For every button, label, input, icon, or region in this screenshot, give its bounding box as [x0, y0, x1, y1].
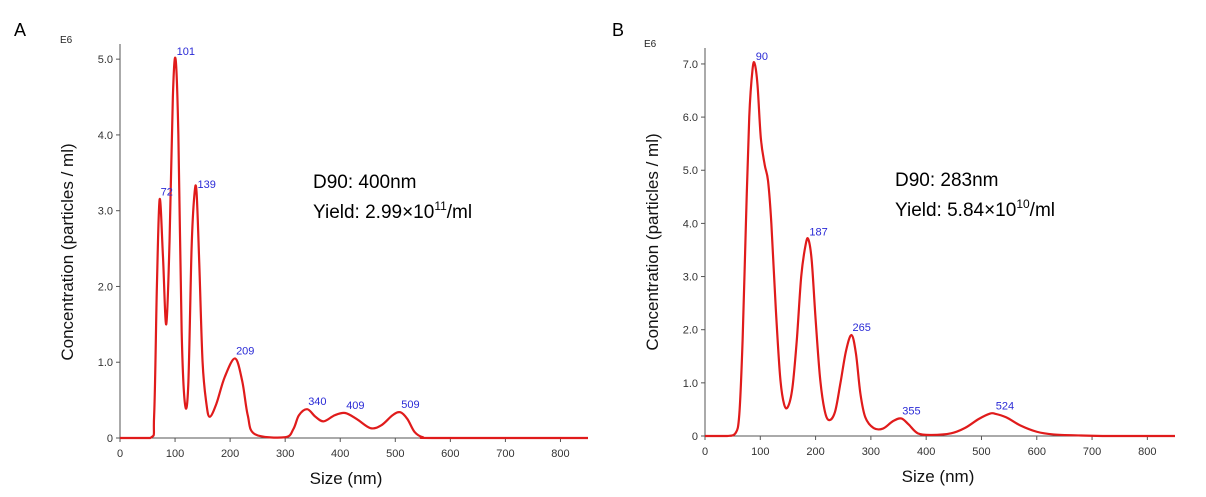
plot-marks: 72 101 139 209 340 409 509: [119, 46, 588, 440]
x-tick-label: 0: [117, 448, 123, 460]
y-tick-label: 0: [107, 433, 113, 445]
panel-b: B E6 Concentration (particles / ml) Size…: [612, 20, 1175, 486]
y-tick-label: 3.0: [683, 272, 698, 284]
axes: 0 1.0 2.0 3.0 4.0 5.0 0 100 200 300 400 500 600 700 80…: [98, 44, 588, 460]
x-tick-label: 300: [862, 446, 880, 458]
peak-label: 524: [996, 401, 1014, 413]
series-line: [119, 56, 588, 440]
x-tick-label: 0: [702, 446, 708, 458]
panel-a: A E6 Concentration (particles / ml) Size…: [14, 20, 588, 488]
peak-label: 90: [756, 51, 768, 63]
peak-label: 101: [177, 46, 195, 58]
y-tick-label: 7.0: [683, 59, 698, 71]
x-tick-label: 500: [972, 446, 990, 458]
x-tick-label: 600: [1028, 446, 1046, 458]
x-tick-label: 300: [276, 448, 294, 460]
panel-letter: B: [612, 20, 624, 40]
y-tick-label: 1.0: [683, 378, 698, 390]
y-scale-label: E6: [644, 39, 657, 50]
x-axis-label: Size (nm): [310, 469, 383, 488]
x-tick-label: 100: [166, 448, 184, 460]
yield-annotation: Yield: 2.99×1011/ml: [313, 199, 472, 223]
x-tick-label: 400: [917, 446, 935, 458]
yield-exponent: 10: [1016, 197, 1030, 211]
peak-label: 355: [902, 405, 920, 417]
peak-label: 187: [809, 226, 827, 238]
x-tick-label: 500: [386, 448, 404, 460]
yield-annotation: Yield: 5.84×1010/ml: [895, 197, 1055, 221]
yield-exponent: 11: [434, 199, 447, 213]
yield-suffix: /ml: [447, 202, 472, 223]
series-line: [705, 61, 1175, 438]
panel-letter: A: [14, 20, 26, 40]
y-tick-label: 0: [692, 431, 698, 443]
x-tick-label: 700: [1083, 446, 1101, 458]
y-tick-label: 5.0: [683, 165, 698, 177]
x-tick-label: 800: [1138, 446, 1156, 458]
x-tick-label: 800: [551, 448, 569, 460]
peak-label: 340: [308, 396, 326, 408]
y-tick-label: 5.0: [98, 54, 113, 66]
y-tick-label: 4.0: [683, 218, 698, 230]
y-axis-label: Concentration (particles / ml): [58, 143, 77, 360]
y-tick-label: 6.0: [683, 112, 698, 124]
x-tick-label: 100: [751, 446, 769, 458]
annotation-box: D90: 283nm Yield: 5.84×1010/ml: [895, 170, 1055, 221]
yield-suffix: /ml: [1030, 200, 1055, 221]
y-tick-label: 2.0: [98, 281, 113, 293]
axes: 0 1.0 2.0 3.0 4.0 5.0 6.0 7.0 0 100 200 300 400 500 60…: [683, 48, 1175, 458]
annotation-box: D90: 400nm Yield: 2.99×1011/ml: [313, 172, 472, 223]
plot-marks: 90 187 265 355 524: [705, 51, 1175, 438]
peak-label: 139: [198, 179, 216, 191]
x-tick-label: 200: [806, 446, 824, 458]
peak-label: 265: [853, 322, 871, 334]
x-tick-label: 200: [221, 448, 239, 460]
y-tick-label: 4.0: [98, 130, 113, 142]
x-tick-label: 600: [441, 448, 459, 460]
y-tick-label: 3.0: [98, 206, 113, 218]
x-axis-label: Size (nm): [902, 467, 975, 486]
d90-annotation: D90: 283nm: [895, 170, 999, 191]
x-tick-label: 700: [496, 448, 514, 460]
y-tick-label: 2.0: [683, 325, 698, 337]
y-axis-label: Concentration (particles / ml): [643, 133, 662, 350]
y-scale-label: E6: [60, 35, 73, 46]
x-tick-label: 400: [331, 448, 349, 460]
peak-label: 209: [236, 345, 254, 357]
peak-label: 509: [401, 399, 419, 411]
y-tick-label: 1.0: [98, 357, 113, 369]
yield-prefix: Yield: 2.99×10: [313, 202, 434, 223]
peak-label: 409: [346, 400, 364, 412]
d90-annotation: D90: 400nm: [313, 172, 417, 193]
yield-prefix: Yield: 5.84×10: [895, 200, 1016, 221]
peak-label: 72: [161, 186, 173, 198]
